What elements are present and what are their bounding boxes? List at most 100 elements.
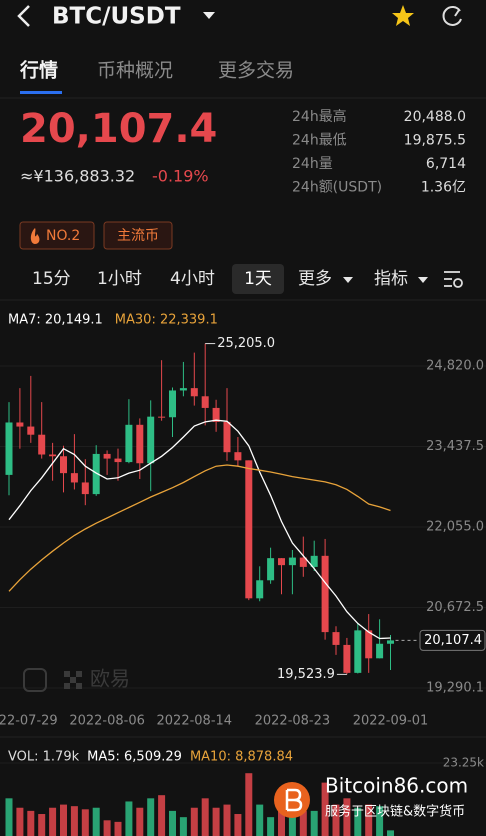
volume-bar	[136, 807, 144, 836]
dropdown-arrow	[343, 277, 353, 283]
interval[interactable]: 1天	[244, 269, 272, 289]
candle-body	[212, 407, 220, 422]
watermark-text: 欧易	[90, 667, 130, 691]
volume-bar	[267, 817, 275, 836]
volume-bar	[201, 798, 209, 836]
x-tick-label: 2022-07-29	[0, 714, 58, 729]
volume-bar	[27, 810, 35, 836]
volume-bar	[147, 798, 155, 836]
stat-label: 24h量	[292, 156, 333, 172]
candle-body	[81, 482, 89, 495]
volume-bar	[92, 807, 100, 836]
candle-body	[310, 555, 318, 567]
candle-body	[5, 422, 13, 475]
price-change: -0.19%	[152, 167, 209, 186]
volume-bar	[256, 804, 264, 836]
pair-title[interactable]: BTC/USDT	[52, 4, 181, 30]
interval[interactable]: 4小时	[170, 269, 215, 289]
candle-body	[278, 558, 285, 566]
candle-body	[158, 416, 166, 418]
volume-bar	[223, 804, 231, 836]
candle-body	[376, 643, 384, 659]
volume-bar	[60, 804, 67, 836]
volume-bar	[343, 798, 351, 836]
candle-body	[38, 434, 46, 455]
volume-bar	[321, 782, 329, 836]
flame-icon	[30, 228, 40, 244]
volume-bar	[179, 817, 187, 836]
refresh-icon-tick	[454, 9, 460, 17]
candle-body	[190, 388, 198, 397]
last-price: 20,107.4	[20, 106, 217, 152]
interval[interactable]: 更多	[298, 269, 332, 289]
volume-bar	[376, 806, 384, 836]
candle-body	[365, 630, 373, 659]
volume-bar	[245, 773, 253, 836]
tab-underline	[20, 91, 62, 94]
interval-selected-bg	[232, 264, 284, 294]
x-tick-label: 2022-08-23	[255, 714, 331, 729]
tab[interactable]: 币种概况	[97, 60, 173, 82]
stat-label: 24h最低	[292, 133, 347, 149]
interval[interactable]: 15分	[32, 269, 71, 289]
candle-body	[387, 640, 394, 644]
volume-bar	[212, 807, 220, 836]
candle-body	[114, 458, 122, 463]
candle-body	[16, 422, 24, 427]
volume-bar	[169, 810, 176, 836]
volume-bar	[158, 795, 166, 836]
tab[interactable]: 行情	[19, 59, 58, 82]
candle-body	[321, 555, 329, 633]
volume-bar	[387, 830, 394, 836]
volume-legend: MA5: 6,509.29	[87, 750, 182, 765]
candle-body	[234, 452, 242, 461]
back-button[interactable]	[17, 5, 30, 27]
volume-bar	[278, 807, 285, 836]
stat-label: 24h额(USDT)	[292, 180, 382, 196]
volume-bar	[332, 804, 340, 836]
candle-body	[354, 630, 362, 673]
y-tick-label: 23,437.5	[426, 439, 484, 454]
legend-entry: MA7: 20,149.1	[8, 313, 103, 328]
volume-bar	[16, 807, 24, 836]
candle-body	[169, 390, 176, 418]
volume-bar	[81, 809, 89, 836]
candle-body	[223, 421, 231, 453]
candle-body	[267, 558, 275, 581]
candle-body	[201, 396, 209, 408]
y-tick-label: 22,055.0	[426, 520, 484, 535]
y-tick-label: 19,290.1	[426, 681, 484, 696]
volume-bar	[354, 807, 362, 836]
candle-body	[27, 426, 35, 435]
stat-value: 6,714	[426, 156, 466, 172]
annotation-label: 25,205.0	[217, 336, 275, 351]
interval[interactable]: 1小时	[97, 269, 142, 289]
volume-bar	[190, 807, 198, 836]
volume-legend: MA10: 8,878.84	[190, 750, 293, 765]
y-tick-label: 20,672.5	[426, 600, 484, 615]
candle-body	[125, 424, 133, 463]
settings-icon[interactable]	[444, 271, 463, 288]
stat-value: 19,875.5	[404, 133, 466, 149]
volume-bar	[125, 801, 133, 836]
last-price-box	[419, 629, 486, 651]
volume-bar	[299, 810, 307, 836]
last-price-label: 20,107.4	[424, 633, 482, 648]
favorite-star[interactable]	[392, 5, 414, 26]
volume-bar	[38, 814, 46, 836]
volume-bar	[103, 820, 111, 836]
candle-body	[299, 557, 307, 567]
refresh-icon[interactable]	[442, 6, 462, 26]
candle-body	[103, 453, 111, 459]
candle-body	[147, 416, 155, 464]
interval[interactable]: 指标	[374, 269, 408, 289]
candle-body	[60, 456, 67, 474]
volume-bar	[114, 821, 122, 836]
candle-body	[136, 424, 144, 464]
tab[interactable]: 更多交易	[218, 60, 294, 82]
pair-dropdown[interactable]	[203, 12, 215, 19]
badge	[103, 221, 173, 250]
candle-body	[256, 580, 264, 599]
volume-legend: VOL: 1.79k	[8, 750, 80, 765]
